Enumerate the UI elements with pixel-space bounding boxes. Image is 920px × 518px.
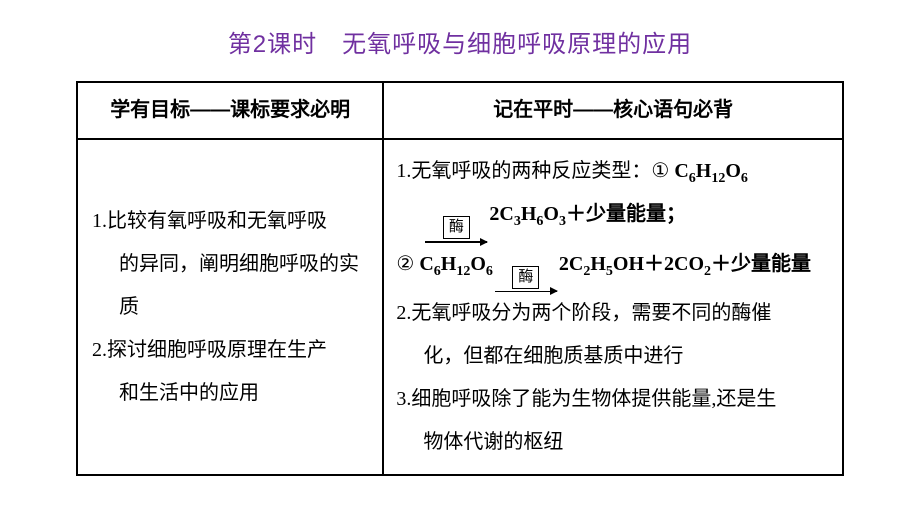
header-left: 学有目标——课标要求必明 xyxy=(77,82,383,139)
circ1: ① xyxy=(651,160,669,182)
tail2: ＋少量能量 xyxy=(711,253,811,275)
reaction-arrow-1: 酶 xyxy=(425,216,487,243)
right-row-1c: ② C6H12O6 酶 2C2H5OH＋2CO2＋少量能量 xyxy=(396,243,834,293)
right-row-1: 1.无氧呼吸的两种反应类型：① C6H12O6 xyxy=(396,150,834,193)
plus-sign: ＋ xyxy=(644,253,664,275)
header-right: 记在平时——核心语句必背 xyxy=(383,82,843,139)
ethanol: 2C2H5OH xyxy=(559,253,644,275)
enzyme-label-2: 酶 xyxy=(512,266,539,289)
right-row-3a: 3.细胞呼吸除了能为生物体提供能量,还是生 xyxy=(396,378,834,421)
right-cell: 1.无氧呼吸的两种反应类型：① C6H12O6 酶 2C3H6O3＋少量能量； … xyxy=(383,139,843,475)
left-item-2b: 和生活中的应用 xyxy=(92,372,372,415)
lactic-acid: 2C3H6O3 xyxy=(489,203,566,225)
co2: 2CO2 xyxy=(664,253,711,275)
glucose-1: C6H12O6 xyxy=(674,160,748,182)
page-title: 第2课时 无氧呼吸与细胞呼吸原理的应用 xyxy=(76,24,844,59)
right-row-3b: 物体代谢的枢纽 xyxy=(396,421,834,464)
left-item-1a: 1.比较有氧呼吸和无氧呼吸 xyxy=(92,200,372,243)
right-row-2b: 化，但都在细胞质基质中进行 xyxy=(396,335,834,378)
reaction-arrow-2: 酶 xyxy=(495,266,557,293)
enzyme-label-1: 酶 xyxy=(443,216,470,239)
content-table: 学有目标——课标要求必明 记在平时——核心语句必背 1.比较有氧呼吸和无氧呼吸 … xyxy=(76,81,844,476)
right-row-1b: 酶 2C3H6O3＋少量能量； xyxy=(396,193,834,243)
left-item-1c: 质 xyxy=(92,286,372,329)
left-item-2a: 2.探讨细胞呼吸原理在生产 xyxy=(92,329,372,372)
glucose-2: C6H12O6 xyxy=(419,253,493,275)
circ2: ② xyxy=(396,253,414,275)
r1-lead: 1.无氧呼吸的两种反应类型： xyxy=(396,160,651,182)
left-item-1b: 的异同，阐明细胞呼吸的实 xyxy=(92,243,372,286)
left-cell: 1.比较有氧呼吸和无氧呼吸 的异同，阐明细胞呼吸的实 质 2.探讨细胞呼吸原理在… xyxy=(77,139,383,475)
right-row-2a: 2.无氧呼吸分为两个阶段，需要不同的酶催 xyxy=(396,292,834,335)
tail1: ＋少量能量； xyxy=(566,203,686,225)
